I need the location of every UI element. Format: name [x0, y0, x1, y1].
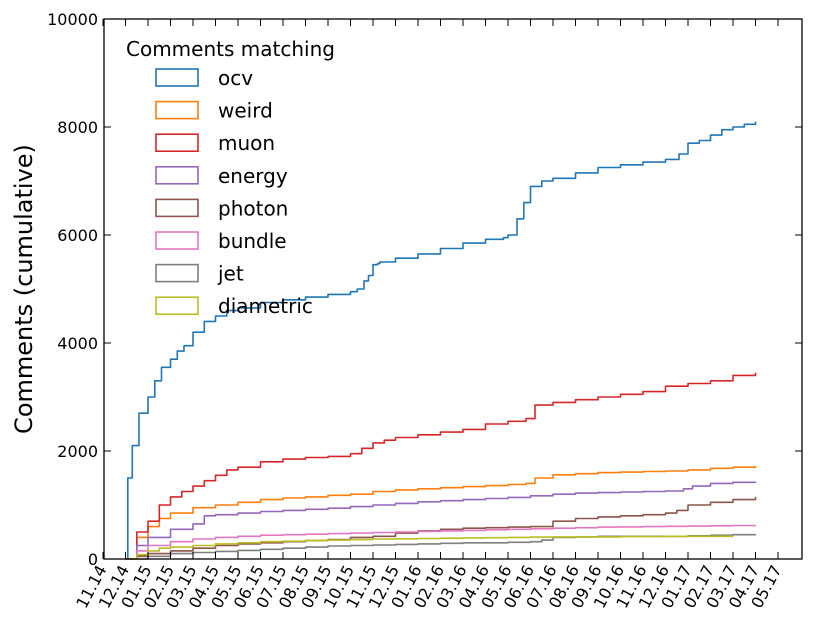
series-line-diametric [125, 535, 733, 560]
legend-label-weird: weird [218, 99, 273, 123]
legend-swatch-energy [155, 166, 199, 185]
legend-swatch-ocv [155, 68, 199, 87]
legend-label-jet: jet [217, 262, 244, 286]
legend-label-ocv: ocv [218, 66, 253, 90]
legend-label-bundle: bundle [218, 229, 287, 253]
legend-swatch-jet [155, 263, 199, 283]
legend-swatch-bundle [155, 231, 199, 250]
legend-swatch-muon [155, 133, 199, 152]
legend-label-muon: muon [218, 131, 275, 155]
legend-title: Comments matching [126, 37, 335, 61]
y-tick-label: 10000 [47, 10, 98, 29]
y-axis: 0 2000 4000 6000 8000 10000 [47, 10, 802, 569]
series-line-weird [125, 466, 757, 560]
legend-label-energy: energy [218, 164, 288, 188]
y-tick-label: 4000 [57, 334, 98, 353]
y-tick-label: 2000 [57, 442, 98, 461]
series-line-bundle [125, 524, 757, 560]
legend-swatch-diametric [155, 296, 199, 316]
legend: Comments matching ocv weird muon energy phot… [126, 37, 335, 318]
legend-items: ocv weird muon energy photon bundle jet diametr… [155, 66, 313, 318]
y-tick-label: 0 [88, 550, 98, 569]
legend-swatch-weird [155, 100, 199, 120]
legend-label-diametric: diametric [218, 294, 313, 318]
series-line-ocv [125, 121, 757, 560]
series-line-muon [125, 372, 757, 560]
y-axis-label: Comments (cumulative) [10, 144, 38, 434]
plot-frame [103, 18, 803, 560]
legend-swatch-photon [155, 198, 199, 218]
y-tick-label: 8000 [57, 118, 98, 137]
series-layer [125, 121, 757, 560]
legend-label-photon: photon [218, 196, 288, 220]
y-tick-label: 6000 [57, 226, 98, 245]
x-axis: 11.1412.1401.1502.1503.1504.1505.1506.15… [72, 19, 786, 611]
series-line-energy [125, 481, 757, 560]
